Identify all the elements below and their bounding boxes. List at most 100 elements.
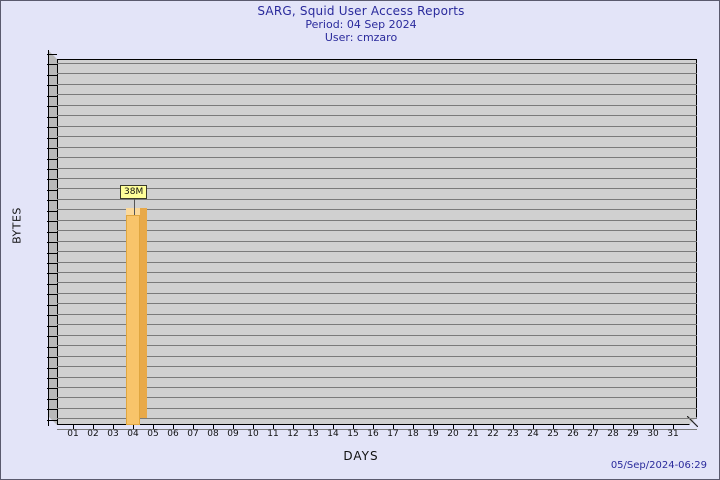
x-tick-mark xyxy=(213,425,214,429)
x-tick-label: 16 xyxy=(367,429,379,439)
grid-line xyxy=(57,147,697,148)
grid-line xyxy=(57,272,697,273)
x-tick-label: 27 xyxy=(587,429,599,439)
grid-line xyxy=(57,377,697,378)
x-tick-mark xyxy=(513,425,514,429)
y-tick-mark xyxy=(47,190,57,191)
x-tick-label: 30 xyxy=(647,429,659,439)
y-tick-mark xyxy=(47,232,57,233)
x-tick-mark xyxy=(593,425,594,429)
x-tick-mark xyxy=(393,425,394,429)
x-tick-label: 05 xyxy=(147,429,159,439)
y-tick-mark xyxy=(47,127,57,128)
x-tick-mark xyxy=(313,425,314,429)
x-tick-mark xyxy=(433,425,434,429)
x-tick-mark xyxy=(673,425,674,429)
grid-line xyxy=(57,251,697,252)
x-tick-mark xyxy=(413,425,414,429)
bar[interactable] xyxy=(126,208,147,425)
x-tick-mark xyxy=(293,425,294,429)
grid-line xyxy=(57,314,697,315)
page-title: SARG, Squid User Access Reports xyxy=(257,4,465,18)
grid-line xyxy=(57,262,697,263)
y-tick-mark xyxy=(47,211,57,212)
x-tick-label: 06 xyxy=(167,429,179,439)
grid-line xyxy=(57,168,697,169)
y-tick-mark xyxy=(47,378,57,379)
x-tick-label: 25 xyxy=(547,429,559,439)
x-tick-mark xyxy=(273,425,274,429)
y-axis-title: BYTES xyxy=(10,207,24,244)
grid-line xyxy=(57,209,697,210)
x-axis-title: DAYS xyxy=(343,449,379,463)
y-tick-mark xyxy=(47,148,57,149)
y-tick-mark xyxy=(47,305,57,306)
x-tick-mark xyxy=(193,425,194,429)
x-tick-label: 29 xyxy=(627,429,639,439)
y-tick-mark xyxy=(47,315,57,316)
grid-line xyxy=(57,105,697,106)
grid-line xyxy=(57,356,697,357)
x-tick-label: 18 xyxy=(407,429,419,439)
generated-timestamp: 05/Sep/2024-06:29 xyxy=(610,460,707,471)
grid-line xyxy=(57,293,697,294)
grid-line xyxy=(57,335,697,336)
y-tick-mark xyxy=(47,263,57,264)
grid-line xyxy=(57,366,697,367)
y-tick-mark xyxy=(47,347,57,348)
plot-3d-left-edge xyxy=(48,50,58,426)
y-tick-mark xyxy=(47,159,57,160)
grid-line xyxy=(57,241,697,242)
bar-front-face xyxy=(126,215,140,425)
grid-line xyxy=(57,126,697,127)
x-tick-mark xyxy=(453,425,454,429)
x-tick-mark xyxy=(613,425,614,429)
bar-value-label: 38M xyxy=(120,185,148,199)
x-tick-mark xyxy=(133,425,134,429)
report-user: User: cmzaro xyxy=(324,31,398,44)
x-tick-label: 14 xyxy=(327,429,339,439)
x-tick-mark xyxy=(113,425,114,429)
grid-line xyxy=(57,282,697,283)
y-tick-mark xyxy=(47,368,57,369)
x-tick-label: 02 xyxy=(87,429,99,439)
x-tick-mark xyxy=(333,425,334,429)
x-tick-label: 19 xyxy=(427,429,439,439)
x-tick-label: 07 xyxy=(187,429,199,439)
grid-line xyxy=(57,136,697,137)
x-tick-label: 22 xyxy=(487,429,499,439)
x-tick-mark xyxy=(253,425,254,429)
grid-line xyxy=(57,397,697,398)
x-tick-label: 11 xyxy=(267,429,279,439)
chart-title-block: SARG, Squid User Access Reports Period: … xyxy=(1,4,720,45)
grid-line xyxy=(57,115,697,116)
y-tick-mark xyxy=(47,284,57,285)
y-tick-mark xyxy=(47,54,57,55)
x-tick-label: 24 xyxy=(527,429,539,439)
grid-line xyxy=(57,220,697,221)
x-tick-mark xyxy=(533,425,534,429)
y-tick-mark xyxy=(47,221,57,222)
x-tick-label: 31 xyxy=(667,429,679,439)
x-tick-mark xyxy=(153,425,154,429)
x-tick-label: 23 xyxy=(507,429,519,439)
x-tick-mark xyxy=(73,425,74,429)
grid-line xyxy=(57,188,697,189)
y-tick-mark xyxy=(47,388,57,389)
y-tick-mark xyxy=(47,294,57,295)
report-period: Period: 04 Sep 2024 xyxy=(305,18,417,31)
grid-line xyxy=(57,324,697,325)
x-tick-label: 28 xyxy=(607,429,619,439)
grid-line xyxy=(57,230,697,231)
grid-line xyxy=(57,157,697,158)
grid-line xyxy=(57,418,697,419)
grid-line xyxy=(57,199,697,200)
x-tick-mark xyxy=(553,425,554,429)
y-tick-mark xyxy=(47,117,57,118)
plot-3d-left-face xyxy=(48,50,57,425)
y-tick-mark xyxy=(47,409,57,410)
x-tick-mark xyxy=(353,425,354,429)
y-tick-mark xyxy=(47,336,57,337)
x-tick-mark xyxy=(233,425,234,429)
y-tick-mark xyxy=(47,273,57,274)
